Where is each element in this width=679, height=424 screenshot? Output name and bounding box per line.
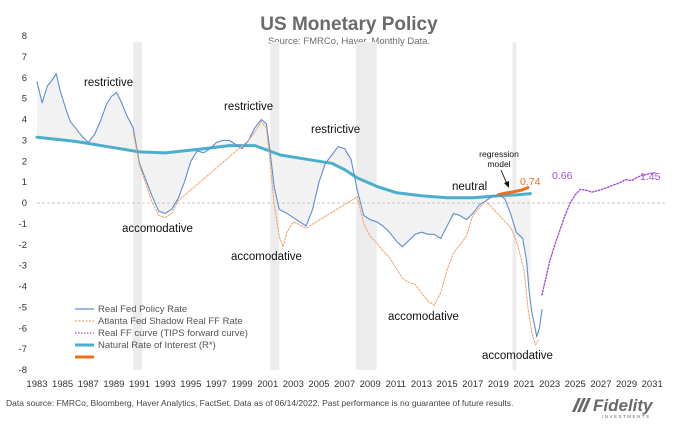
x-tick-label: 1997 — [206, 379, 227, 390]
fidelity-logo-mark — [572, 398, 591, 412]
annotation-restrictive-2000: restrictive — [224, 101, 273, 113]
series-line-0 — [36, 73, 543, 338]
y-tick-label: 0 — [22, 198, 27, 209]
x-tick-label: 1985 — [52, 379, 73, 390]
x-tick-label: 2019 — [488, 379, 509, 390]
annotation-accomodative-1990s: accomodative — [122, 223, 193, 235]
y-tick-label: -5 — [19, 302, 27, 313]
value-label-074: 0.74 — [520, 176, 541, 188]
x-tick-label: 2015 — [437, 379, 458, 390]
annotation-restrictive-2007: restrictive — [311, 124, 360, 136]
legend: Real Fed Policy Rate Atlanta Fed Shadow … — [75, 304, 248, 359]
y-tick-label: -1 — [19, 219, 27, 230]
legend-label-tips-curve: Real FF curve (TIPS forward curve) — [98, 328, 248, 339]
y-tick-label: 6 — [22, 73, 27, 84]
series-lines — [35, 73, 656, 346]
x-tick-label: 2011 — [386, 379, 406, 390]
x-tick-label: 2005 — [308, 379, 329, 390]
x-tick-label: 2007 — [334, 379, 355, 390]
value-label-145: 1.45 — [640, 171, 661, 183]
x-tick-label: 2031 — [642, 379, 663, 390]
y-tick-label: 4 — [22, 115, 27, 126]
fidelity-logo: Fidelity INVESTMENTS — [572, 396, 654, 419]
x-tick-label: 1983 — [26, 379, 47, 390]
legend-label-shadow-rate: Atlanta Fed Shadow Real FF Rate — [98, 316, 243, 327]
y-tick-label: -7 — [19, 344, 27, 355]
series-line-1 — [132, 121, 539, 346]
x-tick-label: 1989 — [103, 379, 124, 390]
x-tick-label: 1993 — [155, 379, 176, 390]
annotation-regression-line2: model — [487, 159, 510, 169]
footer-source-note: Data source: FMRCo, Bloomberg, Haver Ana… — [6, 398, 513, 408]
y-axis-ticks: 8 7 6 5 4 3 2 1 0 -1 -2 -3 -4 -5 -6 -7 -8 — [19, 31, 27, 376]
value-label-066: 0.66 — [552, 170, 573, 182]
y-tick-label: 2 — [22, 156, 27, 167]
policy-gap-fill — [37, 73, 531, 302]
x-tick-label: 2021 — [513, 379, 534, 390]
x-tick-label: 2023 — [539, 379, 560, 390]
legend-label-r-star: Natural Rate of Interest (R*) — [98, 340, 216, 351]
y-tick-label: -2 — [19, 240, 27, 251]
y-tick-label: 1 — [22, 177, 27, 188]
y-tick-label: 3 — [22, 135, 27, 146]
x-tick-label: 1999 — [231, 379, 252, 390]
x-tick-label: 1991 — [129, 379, 150, 390]
fidelity-logo-text: Fidelity — [593, 396, 654, 415]
x-tick-label: 2009 — [360, 379, 381, 390]
fidelity-logo-subtext: INVESTMENTS — [602, 414, 651, 419]
annotation-restrictive-1980s: restrictive — [84, 77, 133, 89]
recession-band-1 — [133, 42, 143, 370]
annotation-accomodative-2010s: accomodative — [388, 311, 459, 323]
series-line-2 — [541, 172, 656, 296]
y-tick-label: -6 — [19, 323, 27, 334]
y-tick-label: 7 — [22, 52, 27, 63]
y-tick-label: -4 — [19, 282, 27, 293]
annotation-neutral: neutral — [452, 181, 487, 193]
x-tick-label: 2029 — [616, 379, 637, 390]
regression-arrow-shaft — [500, 169, 508, 185]
x-tick-label: 2025 — [565, 379, 586, 390]
x-tick-label: 2017 — [462, 379, 483, 390]
series-line-4 — [496, 186, 530, 197]
x-tick-label: 2027 — [590, 379, 611, 390]
x-tick-label: 2003 — [283, 379, 304, 390]
y-tick-label: -8 — [19, 365, 27, 376]
regression-arrow-head — [504, 181, 509, 188]
x-tick-label: 2001 — [257, 379, 278, 390]
x-tick-label: 1995 — [180, 379, 201, 390]
y-tick-label: 5 — [22, 94, 27, 105]
series-line-3 — [35, 135, 532, 200]
x-tick-label: 2013 — [411, 379, 432, 390]
x-tick-label: 1987 — [78, 379, 99, 390]
x-axis-ticks: 1983 1985 1987 1989 1991 1993 1995 1997 1999 2001… — [26, 379, 662, 390]
legend-label-real-fed: Real Fed Policy Rate — [98, 304, 187, 315]
annotation-accomodative-2000s: accomodative — [231, 251, 302, 263]
chart-title: US Monetary Policy — [260, 14, 438, 35]
annotation-regression-line1: regression — [479, 149, 519, 159]
gap-fill-area — [37, 73, 531, 302]
annotation-accomodative-2020s: accomodative — [482, 350, 553, 362]
y-tick-label: 8 — [22, 31, 27, 42]
chart-subtitle: Source: FMRCo, Haver. Monthly Data. — [268, 36, 430, 47]
y-tick-label: -3 — [19, 261, 27, 272]
